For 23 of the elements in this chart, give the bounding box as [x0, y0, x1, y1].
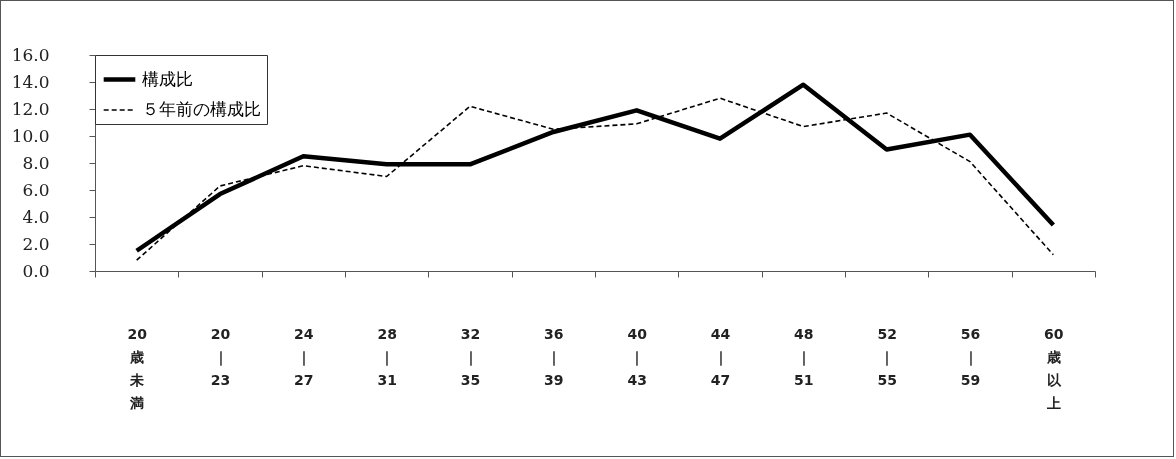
y-tick-label: 0.0 [22, 260, 50, 281]
x-tick-label: 28｜31 [377, 325, 397, 388]
x-tick-label: 32｜35 [460, 325, 481, 388]
y-tick-label: 14.0 [11, 71, 50, 92]
legend-label: 構成比 [142, 68, 193, 89]
x-tick-label: 40｜43 [627, 325, 648, 388]
legend-label: ５年前の構成比 [142, 99, 261, 119]
x-tick-label: 20｜23 [210, 325, 231, 388]
x-tick-label: 44｜47 [710, 325, 731, 388]
x-tick-label: 48｜51 [794, 325, 814, 388]
y-tick-label: 2.0 [22, 233, 50, 254]
y-tick-label: 8.0 [22, 152, 50, 173]
y-tick-label: 6.0 [22, 179, 50, 200]
y-tick-label: 4.0 [22, 206, 50, 227]
x-tick-label: 36｜39 [544, 325, 564, 388]
x-tick-label: 56｜59 [960, 325, 981, 388]
y-tick-label: 10.0 [11, 125, 50, 146]
y-tick-label: 16.0 [11, 44, 50, 65]
x-tick-label: 60歳以上 [1044, 325, 1064, 411]
x-tick-label: 24｜27 [294, 325, 314, 388]
x-tick-label: 52｜55 [877, 325, 897, 388]
x-tick-label: 20歳未満 [127, 325, 148, 411]
y-tick-label: 12.0 [11, 98, 50, 119]
